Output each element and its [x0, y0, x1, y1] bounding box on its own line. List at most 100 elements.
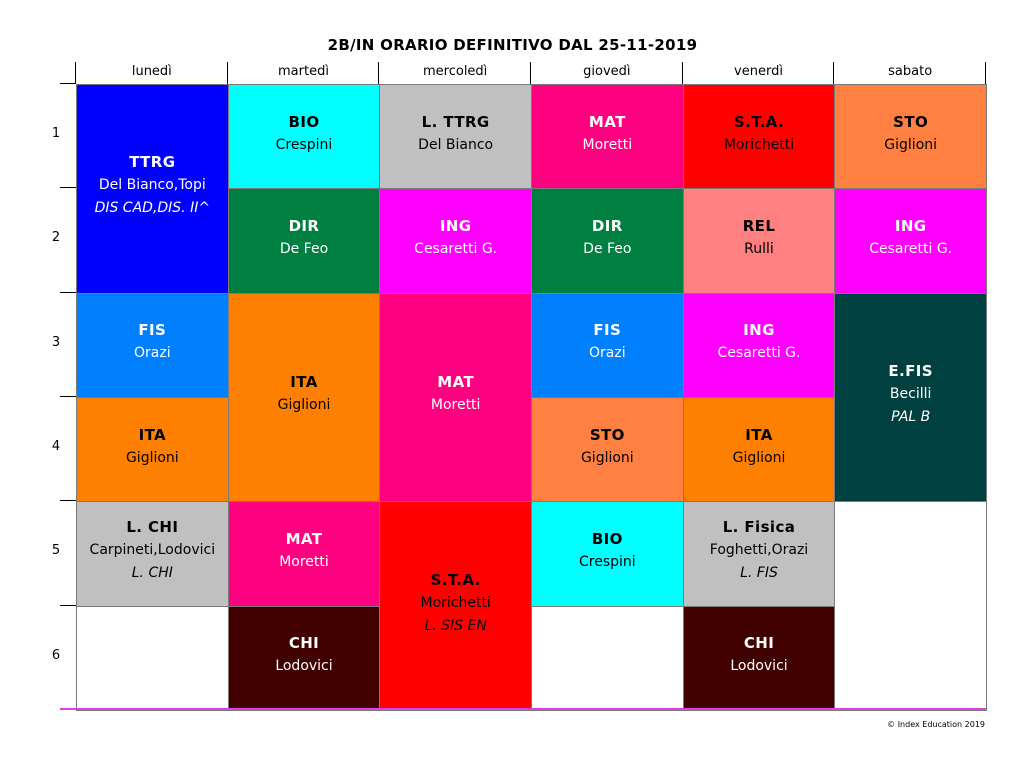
lesson-subject: MAT — [285, 529, 323, 548]
lesson-cell: S.T.A. Morichetti — [682, 84, 836, 190]
lesson-cell: BIO Crespini — [531, 501, 684, 607]
lesson-cell: ING Cesaretti G. — [682, 292, 836, 398]
day-separator — [75, 62, 76, 84]
lesson-teacher: Crespini — [275, 136, 333, 153]
lesson-room: PAL B — [891, 408, 931, 425]
lesson-cell: L. CHI Carpineti,Lodovici L. CHI — [76, 501, 229, 607]
lesson-cell: BIO Crespini — [227, 84, 381, 190]
lesson-subject: L. CHI — [126, 518, 179, 537]
lesson-cell: MAT Moretti — [531, 84, 684, 190]
hour-separator — [60, 292, 76, 293]
lesson-subject: FIS — [593, 321, 622, 340]
lesson-room: L. FIS — [740, 565, 778, 582]
lesson-cell: E.FIS Becilli PAL B — [834, 292, 987, 503]
lesson-room: DIS CAD,DIS. II^ — [94, 200, 211, 217]
lesson-teacher: Becilli — [889, 385, 932, 402]
lesson-teacher: Crespini — [578, 553, 636, 570]
lesson-subject: L. TTRG — [421, 112, 490, 131]
lesson-subject: DIR — [591, 216, 623, 235]
lesson-teacher: Foghetti,Orazi — [709, 542, 809, 559]
lesson-subject: L. Fisica — [722, 518, 796, 537]
lesson-cell: STO Giglioni — [531, 396, 684, 503]
hour-label: 1 — [51, 126, 61, 142]
lesson-teacher: Del Bianco,Topi — [98, 177, 206, 194]
lesson-cell: ITA Giglioni — [76, 396, 229, 503]
lesson-subject: STO — [893, 112, 929, 131]
lesson-cell: MAT Moretti — [379, 292, 532, 503]
lesson-cell: ITA Giglioni — [227, 292, 381, 503]
lesson-teacher: Giglioni — [884, 136, 938, 153]
lesson-subject: MAT — [588, 112, 626, 131]
day-header: lunedì — [131, 64, 172, 79]
lesson-teacher: Rulli — [744, 240, 774, 257]
lesson-subject: REL — [742, 216, 776, 235]
lesson-teacher: Giglioni — [732, 449, 786, 466]
lesson-teacher: De Feo — [279, 240, 329, 257]
lesson-room: L. SIS EN — [424, 617, 487, 634]
lesson-teacher: Moretti — [279, 553, 329, 570]
day-header: mercoledì — [423, 64, 488, 79]
day-separator — [530, 62, 531, 84]
hour-separator — [60, 187, 76, 188]
lesson-teacher: Lodovici — [730, 658, 788, 675]
hour-separator — [60, 605, 76, 606]
lesson-teacher: Giglioni — [580, 449, 634, 466]
hour-label: 2 — [51, 230, 61, 246]
day-header: venerdì — [734, 64, 783, 79]
lesson-cell: MAT Moretti — [227, 501, 381, 607]
day-separator — [985, 62, 986, 84]
hour-separator — [60, 396, 76, 397]
lesson-cell: DIR De Feo — [227, 188, 381, 294]
lesson-teacher: Morichetti — [723, 136, 795, 153]
lesson-teacher: Cesaretti G. — [414, 240, 498, 257]
lesson-cell: TTRG Del Bianco,Topi DIS CAD,DIS. II^ — [76, 84, 229, 294]
lesson-teacher: Orazi — [589, 345, 626, 362]
lesson-cell: FIS Orazi — [531, 292, 684, 398]
day-separator — [378, 62, 379, 84]
copyright-credit: © Index Education 2019 — [887, 720, 985, 729]
grid-bottom-line — [60, 708, 986, 710]
hour-label: 4 — [51, 439, 61, 455]
day-header: sabato — [888, 64, 933, 79]
lesson-subject: ITA — [138, 425, 167, 444]
lesson-subject: TTRG — [129, 153, 176, 172]
hour-separator — [60, 500, 76, 501]
lesson-subject: STO — [589, 425, 625, 444]
lesson-teacher: Giglioni — [277, 397, 331, 414]
empty-slot — [531, 605, 684, 711]
lesson-subject: ING — [439, 216, 472, 235]
empty-slot — [834, 501, 987, 711]
lesson-teacher: Orazi — [134, 345, 171, 362]
lesson-cell: DIR De Feo — [531, 188, 684, 294]
lesson-subject: ITA — [745, 425, 773, 444]
lesson-cell: S.T.A. Morichetti L. SIS EN — [379, 501, 532, 711]
lesson-cell: FIS Orazi — [76, 292, 229, 398]
lesson-subject: BIO — [591, 529, 623, 548]
lesson-subject: S.T.A. — [430, 570, 481, 589]
empty-slot — [76, 605, 229, 711]
hour-label: 6 — [51, 647, 61, 663]
lesson-teacher: Cesaretti G. — [869, 240, 953, 257]
day-header: martedì — [278, 64, 329, 79]
lesson-teacher: Morichetti — [420, 594, 491, 611]
lesson-cell: ING Cesaretti G. — [379, 188, 532, 294]
lesson-subject: ITA — [290, 373, 318, 392]
day-separator — [227, 62, 228, 84]
lesson-subject: BIO — [288, 112, 320, 131]
lesson-cell: REL Rulli — [682, 188, 836, 294]
lesson-teacher: Del Bianco — [418, 136, 494, 153]
lesson-cell: STO Giglioni — [834, 84, 987, 190]
hour-separator — [60, 83, 76, 84]
lesson-teacher: Giglioni — [125, 449, 179, 466]
lesson-subject: FIS — [138, 321, 167, 340]
lesson-teacher: Moretti — [582, 136, 633, 153]
lesson-subject: CHI — [288, 634, 320, 653]
lesson-cell: CHI Lodovici — [227, 605, 381, 711]
lesson-cell: CHI Lodovici — [682, 605, 836, 711]
lesson-subject: DIR — [288, 216, 320, 235]
lesson-teacher: Lodovici — [275, 658, 333, 675]
lesson-subject: MAT — [437, 373, 475, 392]
lesson-teacher: Carpineti,Lodovici — [89, 542, 216, 559]
lesson-cell: ING Cesaretti G. — [834, 188, 987, 294]
